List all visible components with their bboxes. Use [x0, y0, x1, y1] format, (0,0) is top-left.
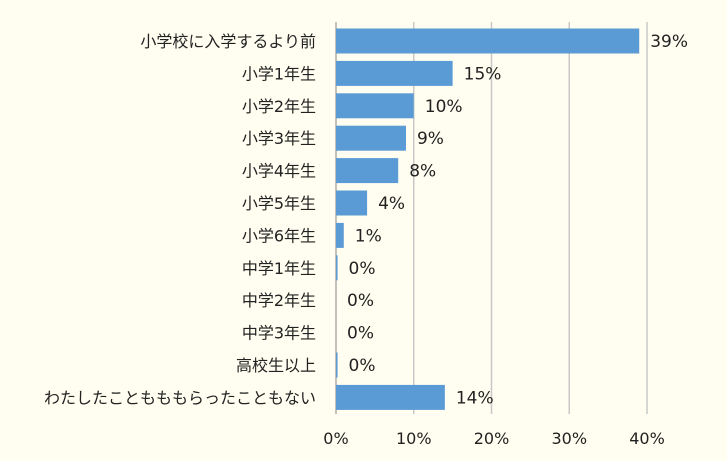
value-label: 4% [378, 194, 405, 214]
value-labels: 39% 15%10% 9% 8%4% 1% 0% 0% 0% 0% 14% [347, 32, 688, 408]
value-label: 0% [347, 324, 374, 344]
x-tick-label: 30% [551, 429, 587, 448]
value-label: 0% [349, 356, 376, 376]
bar [336, 384, 445, 410]
bar [336, 255, 338, 281]
category-label: 中学3年生 [242, 324, 316, 343]
x-tick-label: 40% [629, 429, 665, 448]
value-label: 14% [456, 388, 494, 408]
category-label: 小学6年生 [242, 226, 316, 245]
category-label: 高校生以上 [236, 356, 316, 375]
category-label: 小学5年生 [242, 194, 316, 213]
grid-layer [335, 22, 648, 414]
x-tick-label: 0% [323, 429, 348, 448]
category-label: わたしたこともももらったこともない [44, 388, 316, 407]
category-label: 小学2年生 [242, 97, 316, 116]
category-label: 中学1年生 [242, 259, 316, 278]
value-label: 15% [464, 64, 502, 84]
bar [336, 125, 406, 151]
bar-layer [336, 28, 640, 410]
category-label: 小学校に入学するより前 [140, 32, 316, 51]
bar [336, 28, 640, 54]
value-label: 39% [650, 32, 688, 52]
value-label: 1% [355, 226, 382, 246]
value-label: 0% [347, 291, 374, 311]
x-axis-tick-labels: 0% 10% 20% 30% 40% [323, 429, 664, 448]
category-label: 小学4年生 [242, 162, 316, 181]
bar [336, 158, 399, 184]
x-tick-label: 20% [474, 429, 510, 448]
bar [336, 190, 368, 216]
value-label: 10% [425, 97, 463, 117]
bar [336, 60, 453, 86]
category-label: 小学1年生 [242, 64, 316, 83]
category-label: 小学3年生 [242, 129, 316, 148]
value-label: 0% [349, 259, 376, 279]
value-label: 8% [409, 162, 436, 182]
category-labels: 小学校に入学するより前小学1年生小学2年生小学3年生小学4年生小学5年生小学6年… [44, 32, 316, 407]
value-label: 9% [417, 129, 444, 149]
category-label: 中学2年生 [242, 291, 316, 310]
bar [336, 352, 338, 378]
bar [336, 222, 344, 248]
x-tick-label: 10% [396, 429, 432, 448]
bar [336, 93, 414, 119]
